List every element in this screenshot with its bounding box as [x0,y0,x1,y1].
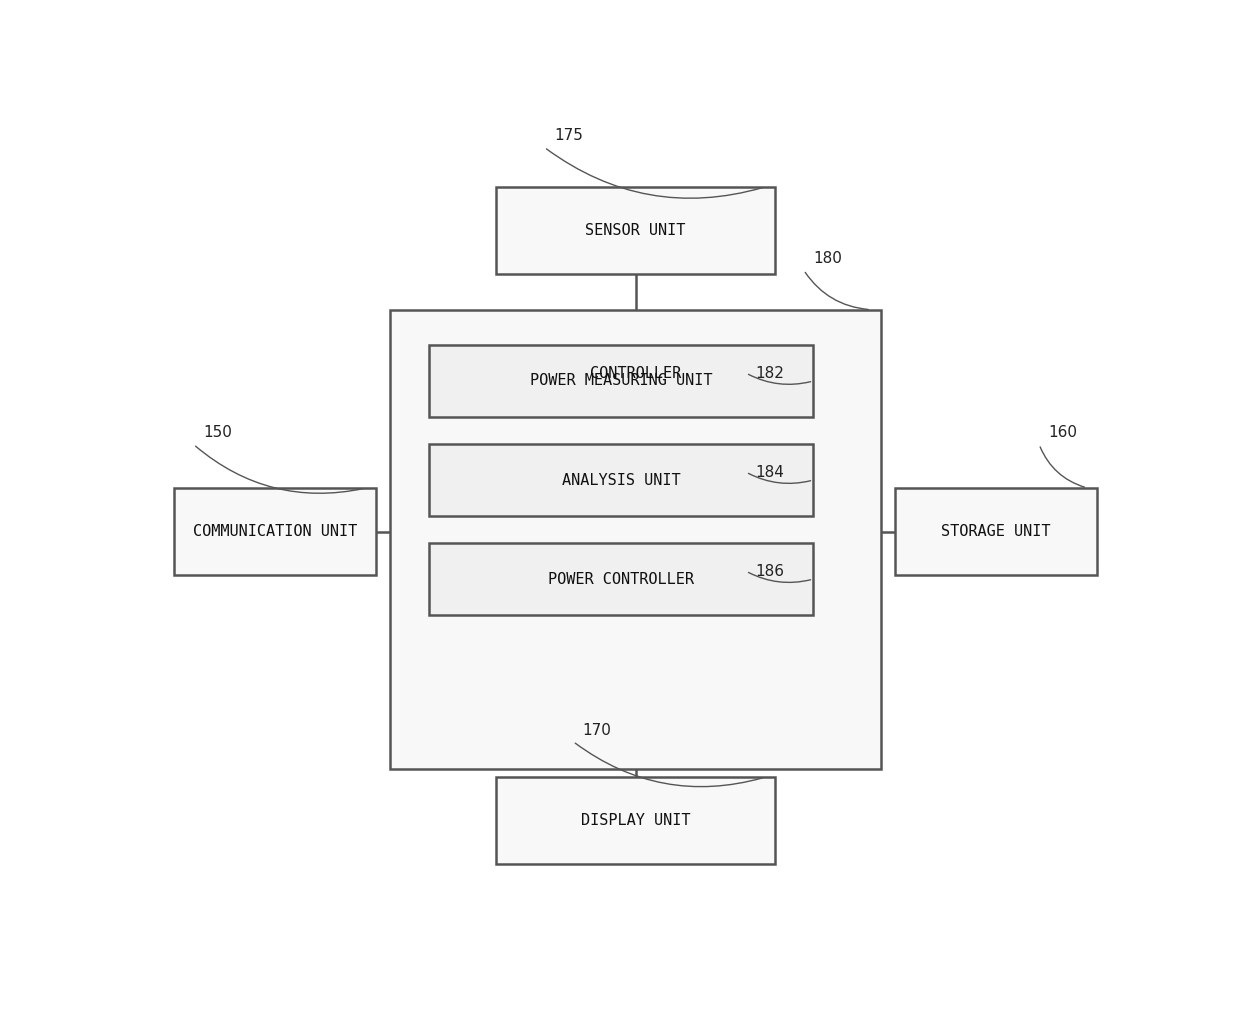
Text: 170: 170 [583,722,611,738]
Bar [391,310,880,770]
Bar [174,488,376,575]
Text: POWER MEASURING UNIT: POWER MEASURING UNIT [529,374,712,389]
Bar [429,445,813,516]
Text: 160: 160 [1049,425,1078,440]
Text: STORAGE UNIT: STORAGE UNIT [941,524,1050,539]
Text: 180: 180 [813,251,842,267]
Text: 175: 175 [554,129,583,143]
Text: POWER CONTROLLER: POWER CONTROLLER [548,571,694,587]
Text: 150: 150 [203,425,232,440]
Bar [895,488,1096,575]
Bar [429,543,813,614]
Bar [429,346,813,417]
Text: CONTROLLER: CONTROLLER [590,365,681,381]
Text: COMMUNICATION UNIT: COMMUNICATION UNIT [193,524,357,539]
Text: 186: 186 [755,564,785,578]
Text: 182: 182 [755,365,785,381]
Bar [496,187,775,274]
Text: 184: 184 [755,465,785,480]
Text: ANALYSIS UNIT: ANALYSIS UNIT [562,472,681,488]
Text: SENSOR UNIT: SENSOR UNIT [585,223,686,238]
Bar [496,777,775,864]
Text: DISPLAY UNIT: DISPLAY UNIT [580,813,691,828]
